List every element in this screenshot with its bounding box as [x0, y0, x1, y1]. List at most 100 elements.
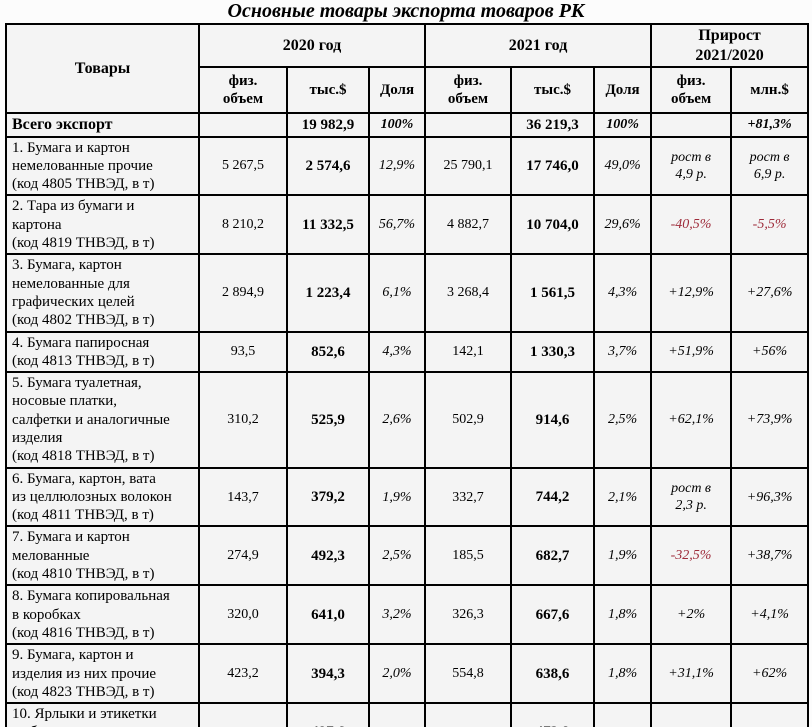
column-group-2021: 2021 год — [424, 22, 653, 69]
cell-usd-2020: 492,3 — [286, 525, 370, 587]
cell-phys-2020: 370,0 — [198, 702, 288, 727]
cell-usd-2021: 473,8 — [510, 702, 596, 727]
cell-usd-2020: 394,3 — [286, 643, 370, 705]
cell-phys-2021: 332,7 — [424, 466, 513, 528]
cell-usd-2020: 852,6 — [286, 330, 370, 374]
cell-usd-2020: 497,6 — [286, 702, 370, 727]
cell-growth-phys: -40,5% — [650, 194, 733, 256]
cell-growth-usd: -4,8% — [730, 702, 810, 727]
table-row: 4. Бумага папиросная (код 4813 ТНВЭД, в … — [5, 330, 810, 374]
cell-share-2020: 12,9% — [367, 135, 427, 197]
column-header-goods: Товары — [5, 22, 200, 115]
cell-usd-2020: 11 332,5 — [286, 194, 370, 256]
cell-phys-2021: 185,5 — [424, 525, 513, 587]
table-row: 6. Бумага, картон, вата из целлюлозных в… — [5, 466, 810, 528]
cell-phys-2021: 4 882,7 — [424, 194, 513, 256]
cell-share-2020: 2,6% — [367, 371, 427, 469]
cell-growth-phys: +62,1% — [650, 371, 733, 469]
table-row: 10. Ярлыки и этикетки из бумаги, картона… — [5, 702, 810, 727]
cell-phys-2021 — [424, 112, 513, 138]
cell-phys-2020: 274,9 — [198, 525, 288, 587]
cell-phys-2021: 326,3 — [424, 584, 513, 646]
subheader-thousand-usd-2020: тыс.$ — [286, 66, 370, 115]
cell-goods-label: 7. Бумага и картон мелованные (код 4810 … — [5, 525, 200, 587]
cell-share-2020: 2,5% — [367, 525, 427, 587]
cell-goods-label: 5. Бумага туалетная, носовые платки, сал… — [5, 371, 200, 469]
cell-share-2020: 1,9% — [367, 466, 427, 528]
cell-phys-2021: 25 790,1 — [424, 135, 513, 197]
cell-growth-phys: рост в 2,3 р. — [650, 466, 733, 528]
cell-share-2021: 2,1% — [593, 466, 653, 528]
table-row: 7. Бумага и картон мелованные (код 4810 … — [5, 525, 810, 587]
cell-phys-2020: 2 894,9 — [198, 253, 288, 333]
table-row: 1. Бумага и картон немелованные прочие (… — [5, 135, 810, 197]
subheader-phys-volume-2021: физ. объем — [424, 66, 513, 115]
cell-phys-2020: 93,5 — [198, 330, 288, 374]
cell-phys-2020 — [198, 112, 288, 138]
cell-growth-usd: +56% — [730, 330, 810, 374]
cell-goods-label: 9. Бумага, картон и изделия из них прочи… — [5, 643, 200, 705]
cell-phys-2021: 3 268,4 — [424, 253, 513, 333]
cell-share-2020: 100% — [367, 112, 427, 138]
cell-growth-phys: -68,2% — [650, 702, 733, 727]
cell-share-2021: 1,8% — [593, 584, 653, 646]
cell-usd-2021: 10 704,0 — [510, 194, 596, 256]
cell-share-2020: 2,5% — [367, 702, 427, 727]
table-row: 3. Бумага, картон немелованные для графи… — [5, 253, 810, 333]
cell-phys-2020: 310,2 — [198, 371, 288, 469]
subheader-share-2021: Доля — [593, 66, 653, 115]
table-row: 9. Бумага, картон и изделия из них прочи… — [5, 643, 810, 705]
cell-share-2021: 3,7% — [593, 330, 653, 374]
cell-goods-label: 4. Бумага папиросная (код 4813 ТНВЭД, в … — [5, 330, 200, 374]
cell-phys-2020: 143,7 — [198, 466, 288, 528]
table-row: 8. Бумага копировальная в коробках (код … — [5, 584, 810, 646]
cell-goods-label: Всего экспорт — [5, 112, 200, 138]
cell-growth-phys: -32,5% — [650, 525, 733, 587]
cell-growth-usd: +27,6% — [730, 253, 810, 333]
cell-usd-2021: 744,2 — [510, 466, 596, 528]
cell-share-2020: 2,0% — [367, 643, 427, 705]
cell-goods-label: 1. Бумага и картон немелованные прочие (… — [5, 135, 200, 197]
cell-phys-2021: 554,8 — [424, 643, 513, 705]
cell-phys-2020: 320,0 — [198, 584, 288, 646]
cell-usd-2020: 641,0 — [286, 584, 370, 646]
cell-usd-2021: 1 330,3 — [510, 330, 596, 374]
cell-share-2021: 100% — [593, 112, 653, 138]
cell-goods-label: 3. Бумага, картон немелованные для графи… — [5, 253, 200, 333]
cell-usd-2020: 379,2 — [286, 466, 370, 528]
column-group-growth: Прирост 2021/2020 — [650, 22, 810, 69]
cell-usd-2021: 667,6 — [510, 584, 596, 646]
column-group-2020: 2020 год — [197, 22, 427, 69]
cell-usd-2021: 914,6 — [510, 371, 596, 469]
cell-usd-2020: 1 223,4 — [286, 253, 370, 333]
cell-usd-2021: 1 561,5 — [510, 253, 596, 333]
cell-goods-label: 6. Бумага, картон, вата из целлюлозных в… — [5, 466, 200, 528]
table-row: 2. Тара из бумаги и картона (код 4819 ТН… — [5, 194, 810, 256]
cell-share-2021: 1,9% — [593, 525, 653, 587]
cell-share-2021: 29,6% — [593, 194, 653, 256]
subheader-growth-mln-usd: млн.$ — [730, 66, 810, 115]
export-goods-table: Товары 2020 год 2021 год Прирост 2021/20… — [5, 22, 810, 727]
cell-phys-2021: 502,9 — [424, 371, 513, 469]
cell-usd-2020: 525,9 — [286, 371, 370, 469]
cell-growth-usd: +38,7% — [730, 525, 810, 587]
table-body: Всего экспорт 19 982,9 100% 36 219,3 100% +81… — [5, 112, 810, 727]
cell-phys-2020: 5 267,5 — [198, 135, 288, 197]
cell-growth-phys: +51,9% — [650, 330, 733, 374]
page-title: Основные товары экспорта товаров РК — [227, 0, 585, 22]
cell-phys-2020: 423,2 — [198, 643, 288, 705]
cell-share-2020: 3,2% — [367, 584, 427, 646]
subheader-growth-phys-volume: физ. объем — [650, 66, 733, 115]
cell-usd-2020: 19 982,9 — [286, 112, 370, 138]
cell-growth-usd: -5,5% — [730, 194, 810, 256]
table-row-total: Всего экспорт 19 982,9 100% 36 219,3 100% +81… — [5, 112, 810, 138]
cell-phys-2020: 8 210,2 — [198, 194, 288, 256]
cell-growth-phys: +12,9% — [650, 253, 733, 333]
cell-goods-label: 8. Бумага копировальная в коробках (код … — [5, 584, 200, 646]
cell-phys-2021: 142,1 — [424, 330, 513, 374]
cell-share-2020: 4,3% — [367, 330, 427, 374]
cell-share-2021: 1,8% — [593, 643, 653, 705]
cell-usd-2021: 17 746,0 — [510, 135, 596, 197]
cell-goods-label: 2. Тара из бумаги и картона (код 4819 ТН… — [5, 194, 200, 256]
